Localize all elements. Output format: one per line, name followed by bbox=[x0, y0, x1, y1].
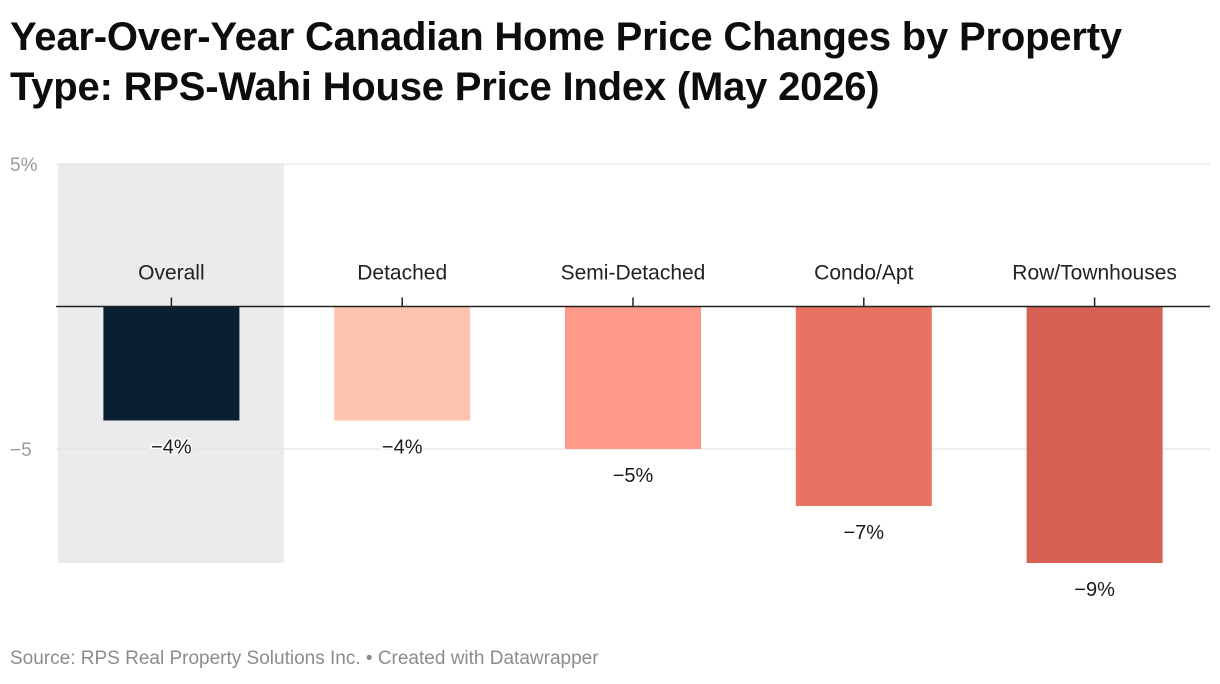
category-label: Semi-Detached bbox=[561, 262, 706, 285]
value-label: −7% bbox=[844, 522, 885, 544]
value-label: −4% bbox=[151, 437, 192, 459]
axis-layer bbox=[56, 297, 1210, 308]
value-label: −4% bbox=[382, 437, 423, 459]
source-note: Source: RPS Real Property Solutions Inc.… bbox=[10, 648, 599, 669]
value-label: −9% bbox=[1074, 579, 1115, 601]
bar bbox=[565, 306, 701, 449]
y-tick-label: 5% bbox=[10, 155, 38, 176]
bar bbox=[795, 306, 932, 506]
value-label: −5% bbox=[613, 465, 654, 487]
bar-layer bbox=[103, 306, 1163, 563]
category-label: Condo/Apt bbox=[814, 262, 913, 285]
bar-chart: 5% −5 Overall Detached Semi-Detached Condo/A… bbox=[10, 155, 1210, 603]
chart-title: Year-Over-Year Canadian Home Price Chang… bbox=[10, 15, 1122, 109]
category-label: Row/Townhouses bbox=[1012, 262, 1177, 285]
category-label: Overall bbox=[138, 262, 205, 285]
y-tick-label: −5 bbox=[10, 440, 32, 461]
category-label: Detached bbox=[357, 262, 447, 285]
label-layer: Overall Detached Semi-Detached Condo/Apt Row… bbox=[138, 262, 1177, 603]
bar bbox=[1026, 306, 1163, 563]
bar bbox=[334, 306, 471, 421]
bar bbox=[103, 306, 240, 421]
